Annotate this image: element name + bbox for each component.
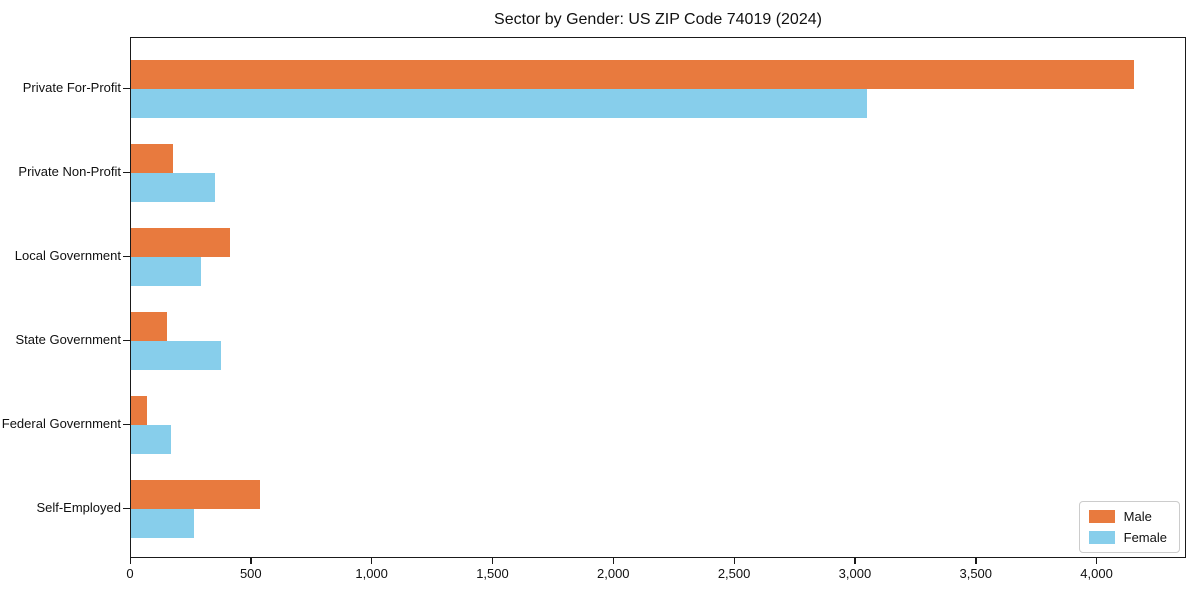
y-tick-mark — [123, 255, 130, 257]
x-tick-label: 2,500 — [717, 566, 751, 581]
legend-label-male: Male — [1123, 509, 1152, 524]
x-tick-label: 4,000 — [1080, 566, 1113, 581]
x-tick-mark — [1096, 558, 1098, 564]
bar-female-1 — [131, 89, 867, 118]
bar-female-5 — [131, 425, 171, 454]
legend: Male Female — [1078, 501, 1180, 553]
x-tick-label: 1,000 — [355, 566, 388, 581]
x-tick-label: 0 — [126, 566, 134, 581]
legend-label-female: Female — [1123, 530, 1167, 545]
x-tick-mark — [733, 558, 735, 564]
bar-female-6 — [131, 509, 194, 538]
bar-male-6 — [131, 480, 261, 509]
bar-male-1 — [131, 60, 1135, 89]
x-tick-mark — [250, 558, 252, 564]
x-tick-mark — [975, 558, 977, 564]
x-tick-label: 500 — [239, 566, 262, 581]
legend-item-female: Female — [1088, 530, 1167, 545]
bar-female-3 — [131, 257, 201, 286]
y-tick-label: Self-Employed — [36, 500, 121, 515]
x-tick-label: 1,500 — [476, 566, 509, 581]
x-tick-mark — [371, 558, 373, 564]
bar-male-3 — [131, 228, 230, 257]
y-tick-label: Federal Government — [1, 416, 121, 431]
chart-title: Sector by Gender: US ZIP Code 74019 (202… — [494, 11, 822, 28]
y-tick-label: State Government — [15, 332, 122, 347]
bar-male-4 — [131, 312, 168, 341]
y-tick-mark — [123, 87, 130, 89]
bar-male-5 — [131, 396, 147, 425]
bar-male-2 — [131, 144, 174, 173]
x-tick-label: 3,000 — [838, 566, 872, 581]
legend-swatch-female-icon — [1088, 531, 1115, 544]
legend-item-male: Male — [1088, 509, 1167, 524]
plot-area: Male Female — [130, 37, 1186, 558]
legend-swatch-male-icon — [1088, 510, 1115, 523]
y-tick-label: Private For-Profit — [22, 80, 121, 95]
x-tick-mark — [612, 558, 615, 564]
bar-female-4 — [131, 341, 222, 370]
x-tick-mark — [129, 558, 131, 564]
x-tick-mark — [854, 558, 856, 564]
bar-female-2 — [131, 173, 216, 202]
y-tick-mark — [123, 339, 130, 341]
x-tick-label: 3,500 — [959, 566, 993, 581]
y-tick-mark — [123, 507, 130, 509]
y-tick-label: Private Non-Profit — [18, 164, 121, 179]
y-tick-mark — [123, 423, 130, 425]
y-tick-label: Local Government — [14, 248, 121, 263]
y-tick-mark — [123, 171, 130, 173]
x-tick-mark — [491, 558, 494, 564]
x-tick-label: 2,000 — [597, 566, 630, 581]
